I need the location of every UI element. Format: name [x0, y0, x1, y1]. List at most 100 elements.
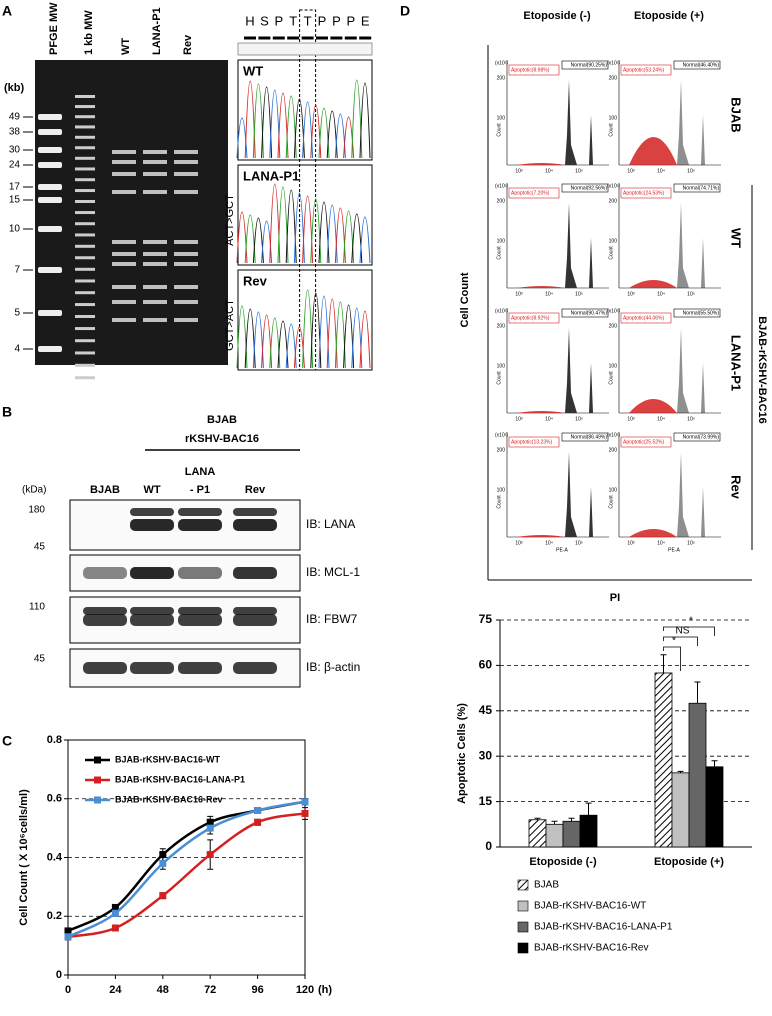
- hist-tick-label: 100: [497, 363, 506, 369]
- hist-y-label: Count: [496, 495, 502, 509]
- hist-tick-label: 200: [497, 447, 506, 453]
- gel-band: [112, 190, 136, 194]
- gel-band: [75, 135, 95, 139]
- gel-band: [75, 115, 95, 119]
- hist-tick-label: 200: [497, 198, 506, 204]
- gel-band: [38, 226, 62, 232]
- gel-band: [38, 184, 62, 190]
- kb-mark: 10: [9, 224, 21, 235]
- gate-box: [561, 60, 609, 70]
- kb-mark: 5: [14, 308, 20, 319]
- hist-y-label: Count: [496, 123, 502, 137]
- gate-box: [620, 187, 672, 199]
- y-tick-label: 0: [485, 839, 492, 853]
- hist-tick-label: 10⁵: [687, 168, 695, 174]
- trace-header: [237, 42, 373, 56]
- gate-normal: Normal(92.56%): [571, 185, 608, 191]
- kb-mark: 38: [9, 127, 21, 138]
- trace-peak: [310, 198, 322, 264]
- gel-band: [38, 267, 62, 273]
- gel-band: [75, 291, 95, 295]
- hist-tick-label: 200: [497, 75, 506, 81]
- trace-label: LANA-P1: [243, 168, 299, 183]
- y-tick-label: 45: [479, 703, 493, 717]
- gel-band: [38, 162, 62, 168]
- lane-label: - P1: [190, 484, 210, 496]
- error-bar: [677, 770, 684, 773]
- row-label: WT: [729, 228, 744, 248]
- gate-normal: Normal(55.50%): [683, 310, 720, 316]
- legend-label: BJAB-rKSHV-BAC16-LANA-P1: [115, 774, 245, 784]
- amino-acid: T: [304, 13, 312, 28]
- blot-band: [233, 567, 277, 579]
- blot-band: [130, 607, 174, 615]
- bracket: [663, 626, 715, 636]
- gel-band: [75, 339, 95, 343]
- blot-band: [178, 519, 222, 531]
- trace-peak: [269, 317, 281, 369]
- hist-tick-label: 10⁴: [657, 291, 665, 297]
- gel-band: [174, 240, 198, 244]
- hist-tick-label: 100: [609, 363, 618, 369]
- hist-multiplier: (x10¹): [495, 60, 508, 66]
- error-bar: [711, 760, 718, 767]
- hist-tick-label: 10³: [515, 291, 523, 297]
- legend-swatch: [517, 942, 529, 954]
- trace-peak: [252, 311, 264, 369]
- y-tick-label: 0: [56, 969, 62, 981]
- trace-peak: [310, 104, 322, 159]
- legend-swatch: [517, 900, 529, 912]
- gate-box: [673, 60, 721, 70]
- trace-peak: [277, 186, 289, 264]
- y-tick-label: 0.8: [47, 734, 62, 746]
- gel-band: [75, 376, 95, 380]
- amino-acid: E: [361, 13, 370, 28]
- gate-apoptotic: Apoptotic(8.98%): [511, 67, 550, 73]
- bar: [654, 672, 673, 848]
- group-label: BJAB: [207, 414, 237, 426]
- gel-band: [38, 114, 62, 120]
- annotation: NS: [676, 626, 690, 637]
- marker: [301, 809, 309, 817]
- trace-box: [237, 59, 373, 161]
- gate-box: [561, 183, 609, 193]
- gel-band: [38, 129, 62, 135]
- gate-apoptotic: Apoptotic(53.24%): [623, 67, 664, 73]
- axis-label: PI: [610, 592, 620, 604]
- marker: [159, 892, 167, 900]
- hist-tick-label: 10³: [627, 291, 635, 297]
- amino-acid: P: [318, 13, 327, 28]
- bar: [545, 823, 564, 848]
- axis-label: Cell Count: [459, 272, 471, 327]
- bar: [579, 814, 598, 848]
- hist-y-label: Count: [608, 495, 614, 509]
- bar: [671, 772, 690, 848]
- gel-band: [112, 150, 136, 154]
- hist-apoptotic: [517, 411, 565, 413]
- gel-band: [174, 160, 198, 164]
- gate-box: [673, 432, 721, 442]
- legend-swatch: [517, 921, 529, 933]
- gel-band: [143, 190, 167, 194]
- hist-tick-label: 10⁴: [657, 540, 665, 546]
- marker: [254, 807, 262, 814]
- hist-multiplier: (x10¹): [495, 308, 508, 314]
- gel-band: [75, 327, 95, 331]
- panel-label: A: [2, 3, 12, 19]
- hist-tick-label: 100: [497, 238, 506, 244]
- trace-peak: [236, 305, 248, 369]
- mutation-label: ACT>GCT: [224, 194, 236, 246]
- gate-normal: Normal(90.47%): [571, 310, 608, 316]
- hist-peak: [677, 328, 705, 413]
- hist-apoptotic: [629, 399, 677, 413]
- hist-tick-label: 10³: [627, 168, 635, 174]
- line: [67, 812, 306, 939]
- gate-normal: Normal(74.71%): [683, 185, 720, 191]
- x-tick-label: Etoposide (-): [529, 856, 597, 868]
- trace-peak: [302, 101, 314, 159]
- y-tick-label: 0.6: [47, 793, 62, 805]
- blot-label: IB: LANA: [306, 517, 355, 531]
- gel-band: [75, 233, 95, 237]
- hist-multiplier: (x10¹): [495, 432, 508, 438]
- hist-tick-label: 200: [609, 323, 618, 329]
